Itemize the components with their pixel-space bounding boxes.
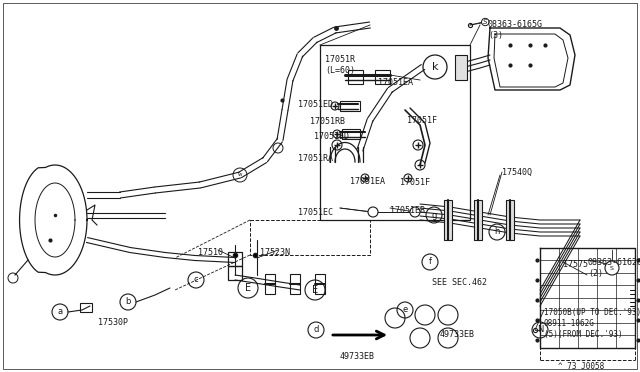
Circle shape bbox=[438, 305, 458, 325]
Text: 08363-6162G
(2): 08363-6162G (2) bbox=[588, 258, 640, 278]
Bar bbox=[320, 45, 470, 220]
Text: 17523N: 17523N bbox=[260, 248, 290, 257]
Text: 17050B(UP TO DEC.'93)
08911-1062G
(5)(FROM DEC.'93): 17050B(UP TO DEC.'93) 08911-1062G (5)(FR… bbox=[544, 308, 640, 339]
Text: E: E bbox=[312, 285, 318, 295]
Text: E: E bbox=[245, 283, 251, 293]
Bar bbox=[444, 200, 452, 240]
Bar bbox=[375, 70, 390, 84]
Circle shape bbox=[410, 328, 430, 348]
Bar bbox=[348, 70, 363, 84]
Text: 17051RB: 17051RB bbox=[310, 117, 345, 126]
Bar bbox=[265, 274, 275, 294]
Circle shape bbox=[438, 328, 458, 348]
Bar bbox=[228, 266, 242, 280]
Text: 17051F: 17051F bbox=[407, 116, 437, 125]
Text: 08363-6165G
(3): 08363-6165G (3) bbox=[488, 20, 543, 40]
Text: f: f bbox=[429, 257, 431, 266]
Text: c: c bbox=[194, 276, 198, 285]
Text: N: N bbox=[537, 326, 543, 334]
Text: 17051RA: 17051RA bbox=[298, 154, 333, 163]
Text: b: b bbox=[125, 298, 131, 307]
Text: 17510: 17510 bbox=[198, 248, 223, 257]
Text: 49733EB: 49733EB bbox=[440, 330, 475, 339]
Text: h: h bbox=[494, 228, 500, 237]
Text: 17051ED: 17051ED bbox=[314, 132, 349, 141]
Text: 17051EB: 17051EB bbox=[390, 206, 425, 215]
Circle shape bbox=[415, 305, 435, 325]
Text: 49733EB: 49733EB bbox=[340, 352, 375, 361]
Text: ^ 73 J0058: ^ 73 J0058 bbox=[558, 362, 604, 371]
Circle shape bbox=[385, 308, 405, 328]
Text: d: d bbox=[314, 326, 319, 334]
Text: a: a bbox=[58, 308, 63, 317]
Text: g: g bbox=[431, 211, 436, 219]
Circle shape bbox=[368, 207, 378, 217]
Text: 17051F: 17051F bbox=[400, 178, 430, 187]
Text: e: e bbox=[403, 305, 408, 314]
Circle shape bbox=[410, 207, 420, 217]
Text: 17051ED: 17051ED bbox=[298, 100, 333, 109]
Text: 17530P: 17530P bbox=[98, 318, 128, 327]
Text: S: S bbox=[610, 266, 614, 270]
Bar bbox=[290, 274, 300, 294]
Bar bbox=[455, 55, 467, 80]
Text: 17575: 17575 bbox=[563, 260, 588, 269]
Text: SEE SEC.462: SEE SEC.462 bbox=[432, 278, 487, 287]
Text: 17051R
(L=60): 17051R (L=60) bbox=[325, 55, 355, 75]
Bar bbox=[228, 252, 242, 266]
Bar bbox=[80, 303, 92, 312]
Bar bbox=[474, 200, 482, 240]
Text: 17051EC: 17051EC bbox=[298, 208, 333, 217]
Text: w: w bbox=[237, 173, 243, 177]
Bar bbox=[342, 129, 360, 139]
Text: S: S bbox=[483, 19, 488, 25]
Circle shape bbox=[605, 261, 619, 275]
Text: k: k bbox=[432, 62, 438, 72]
Bar bbox=[340, 101, 360, 111]
Text: 17051EA: 17051EA bbox=[378, 78, 413, 87]
Text: 17540Q: 17540Q bbox=[502, 168, 532, 177]
Text: 17051EA: 17051EA bbox=[350, 177, 385, 186]
Bar bbox=[506, 200, 514, 240]
Bar bbox=[315, 274, 325, 294]
